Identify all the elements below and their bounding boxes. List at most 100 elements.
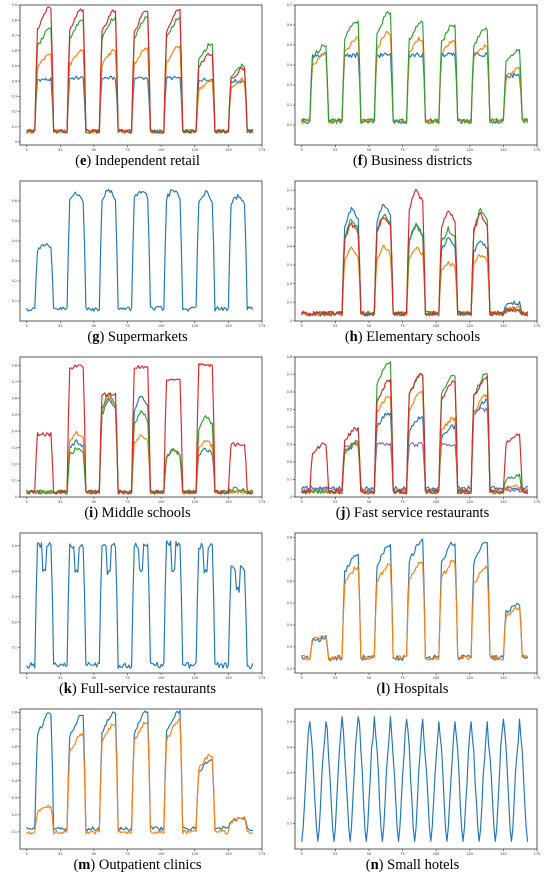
plot-frame (294, 532, 538, 674)
y-tick-label: 0.4 (12, 79, 17, 83)
x-tick-label: 150 (500, 676, 506, 680)
x-tick-label: 0 (301, 324, 303, 328)
y-tick-label: 0.4 (287, 623, 292, 627)
y-tick-label: 0.4 (12, 429, 17, 433)
series-line-green (26, 16, 254, 134)
y-tick-label: 0.1 (287, 478, 292, 482)
x-tick-label: 0 (301, 676, 303, 680)
y-tick-label: 0.7 (287, 3, 292, 7)
x-tick-label: 150 (225, 324, 231, 328)
y-tick-label: 0.5 (12, 64, 17, 68)
x-tick-label: 125 (467, 852, 473, 856)
series-line-blue (26, 188, 254, 312)
series-line-blue (301, 398, 529, 492)
y-tick-label: 0.8 (287, 536, 292, 540)
x-tick-label: 125 (192, 676, 198, 680)
caption-h: (h) Elementary schools (344, 329, 481, 345)
x-tick-label: 0 (26, 500, 28, 504)
y-tick-label: 0.3 (287, 263, 292, 267)
x-tick-label: 25 (333, 852, 337, 856)
caption-letter: g (92, 329, 100, 345)
x-tick-label: 0 (301, 148, 303, 152)
y-tick-label: 0.5 (287, 226, 292, 230)
chart-panel-n: 0 25 50 75 100 125 150 175 0.1 0.2 0.3 0.4 0.5 (n) Sm… (275, 704, 550, 879)
y-tick-label: 0.5 (287, 43, 292, 47)
caption-f: (f) Business districts (352, 153, 473, 169)
x-tick-label: 100 (433, 676, 439, 680)
caption-l: (l) Hospitals (376, 681, 449, 697)
caption-name: ) Elementary schools (357, 329, 481, 345)
series-line-green (301, 207, 529, 317)
x-tick-label: 150 (225, 148, 231, 152)
y-tick-label: 0.1 (12, 299, 17, 303)
y-tick-label: 0.2 (287, 282, 292, 286)
y-tick-label: 0.9 (12, 3, 17, 7)
x-tick-label: 150 (500, 324, 506, 328)
x-tick-label: 125 (192, 500, 198, 504)
caption-name: ) Full-service restaurants (71, 681, 217, 697)
y-tick-label: 0.3 (287, 443, 292, 447)
y-tick-label: 0.1 (12, 125, 17, 129)
y-tick-label: 0.5 (12, 413, 17, 417)
x-tick-label: 25 (58, 852, 62, 856)
x-tick-label: 175 (534, 852, 540, 856)
x-tick-label: 25 (58, 324, 62, 328)
plot-frame (19, 4, 263, 146)
y-tick-label: 0.4 (12, 239, 17, 243)
caption-letter: m (78, 857, 91, 873)
x-tick-label: 125 (467, 500, 473, 504)
series-line-blue (26, 709, 254, 832)
x-tick-label: 175 (534, 676, 540, 680)
caption-n: (n) Small hotels (365, 857, 460, 873)
x-tick-label: 175 (259, 148, 265, 152)
y-tick-label: 0.7 (287, 557, 292, 561)
series-line-blue (26, 540, 254, 670)
y-tick-label: 0.2 (287, 667, 292, 671)
y-tick-label: 0.4 (287, 745, 292, 749)
chart-l: 0 25 50 75 100 125 150 175 0.2 0.3 0.4 0.5 0.6 0.7 0.8 (287, 532, 540, 680)
series-line-orange (26, 395, 254, 495)
y-tick-label: 0.3 (12, 595, 17, 599)
x-tick-label: 100 (158, 676, 164, 680)
series-line-green (26, 392, 254, 495)
plot-frame (19, 356, 263, 498)
caption-letter: n (370, 857, 379, 873)
x-tick-label: 0 (301, 852, 303, 856)
y-tick-label: 0.4 (287, 63, 292, 67)
x-tick-label: 100 (158, 852, 164, 856)
y-tick-label: 0.7 (12, 728, 17, 732)
x-tick-label: 50 (92, 852, 96, 856)
y-tick-label: 0.2 (12, 110, 17, 114)
x-tick-label: 150 (225, 676, 231, 680)
y-tick-label: 0.6 (12, 49, 17, 53)
x-tick-label: 125 (467, 324, 473, 328)
series-line-orange (301, 30, 529, 125)
x-tick-label: 0 (26, 148, 28, 152)
chart-e: 0 25 50 75 100 125 150 175 0 0.1 0.2 0.3 0.4 0.5 0.6 0.… (12, 3, 266, 152)
chart-k: 0 25 50 75 100 125 150 175 0.1 0.2 0.3 0.4 0.5 (12, 532, 265, 680)
y-tick-label: 0.3 (287, 771, 292, 775)
caption-name: ) Middle schools (93, 505, 191, 521)
plot-frame (19, 180, 263, 322)
chart-panel-j: 0 25 50 75 100 125 150 175 0 0.1 0.2 0.3 0.4 0.5 0.6 0.… (275, 352, 550, 527)
x-tick-label: 25 (333, 676, 337, 680)
x-tick-label: 175 (259, 324, 265, 328)
x-tick-label: 0 (26, 676, 28, 680)
x-tick-label: 0 (26, 852, 28, 856)
x-tick-label: 125 (192, 148, 198, 152)
x-tick-label: 125 (192, 852, 198, 856)
y-tick-label: 0.2 (12, 279, 17, 283)
y-tick-label: 0.6 (287, 23, 292, 27)
caption-letter: k (63, 681, 72, 697)
y-tick-label: 0.6 (12, 199, 17, 203)
caption-name: ) Business districts (362, 153, 473, 169)
chart-panel-k: 0 25 50 75 100 125 150 175 0.1 0.2 0.3 0.4 0.5 (k) Fu… (0, 528, 275, 703)
x-tick-label: 50 (92, 676, 96, 680)
plot-frame (19, 532, 263, 674)
x-tick-label: 75 (400, 324, 404, 328)
caption-letter: f (357, 153, 363, 169)
series-line-blue (301, 51, 529, 125)
x-tick-label: 75 (125, 852, 129, 856)
x-tick-label: 100 (158, 148, 164, 152)
x-tick-label: 50 (92, 324, 96, 328)
